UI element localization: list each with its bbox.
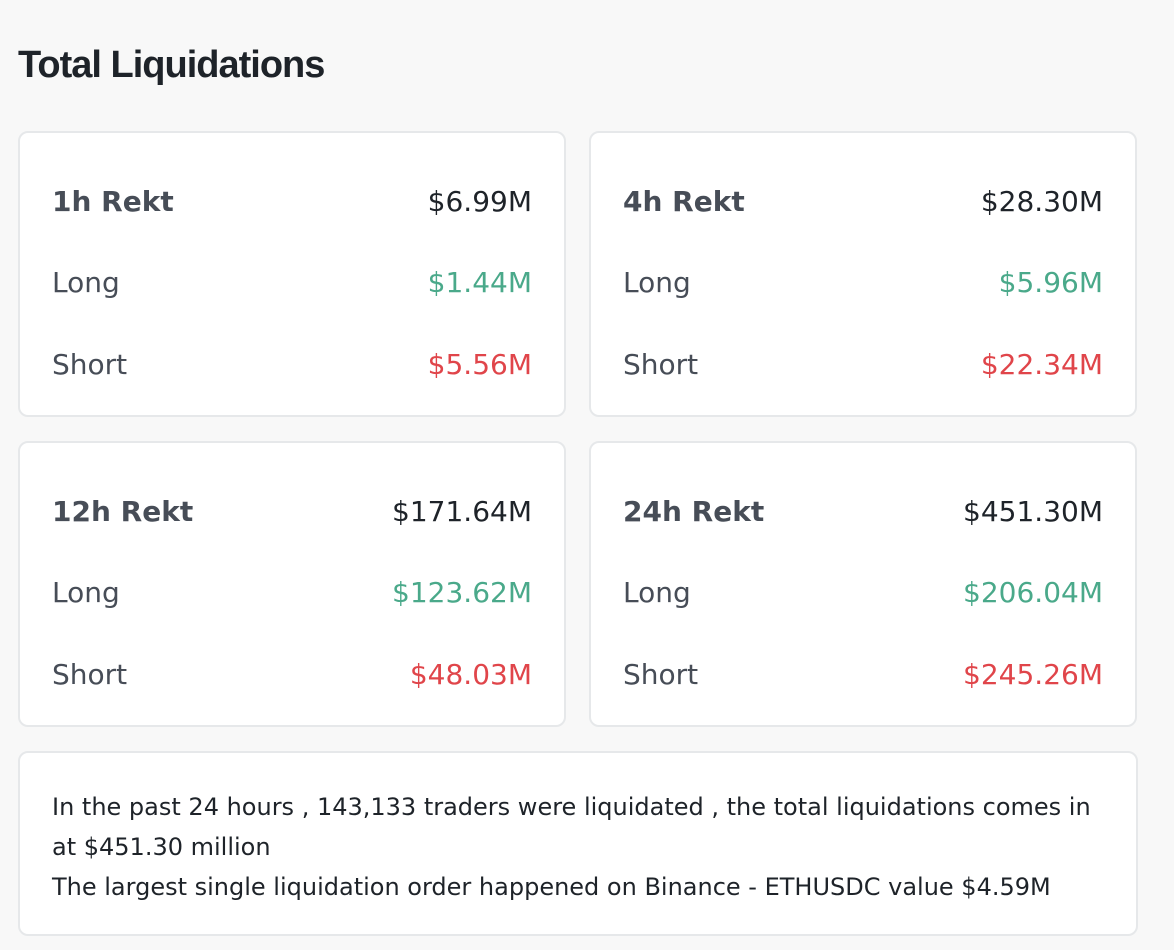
short-value: $5.56M xyxy=(427,347,532,381)
short-value: $245.26M xyxy=(963,657,1103,691)
card-header-row: 1h Rekt $6.99M xyxy=(52,181,532,221)
long-value: $5.96M xyxy=(998,265,1103,299)
short-label: Short xyxy=(623,347,699,381)
liquidation-summary-panel: In the past 24 hours , 143,133 traders w… xyxy=(18,751,1138,936)
card-title: 1h Rekt xyxy=(52,184,174,218)
card-total-value: $28.30M xyxy=(980,184,1103,218)
long-row: Long $123.62M xyxy=(52,572,532,612)
card-header-row: 24h Rekt $451.30M xyxy=(623,491,1103,531)
page-title: Total Liquidations xyxy=(18,44,325,86)
card-title: 24h Rekt xyxy=(623,494,765,528)
short-value: $48.03M xyxy=(409,657,532,691)
long-value: $123.62M xyxy=(392,575,532,609)
short-row: Short $22.34M xyxy=(623,344,1103,384)
summary-text-line: In the past 24 hours , 143,133 traders w… xyxy=(52,793,1091,861)
short-label: Short xyxy=(623,657,699,691)
long-label: Long xyxy=(52,575,120,609)
short-row: Short $48.03M xyxy=(52,654,532,694)
liquidation-card-12h: 12h Rekt $171.64M Long $123.62M Short $4… xyxy=(18,441,566,727)
liquidation-card-1h: 1h Rekt $6.99M Long $1.44M Short $5.56M xyxy=(18,131,566,417)
short-row: Short $245.26M xyxy=(623,654,1103,694)
long-label: Long xyxy=(52,265,120,299)
liquidation-card-4h: 4h Rekt $28.30M Long $5.96M Short $22.34… xyxy=(589,131,1137,417)
card-header-row: 4h Rekt $28.30M xyxy=(623,181,1103,221)
summary-text-line: The largest single liquidation order hap… xyxy=(52,873,1051,901)
long-label: Long xyxy=(623,575,691,609)
short-label: Short xyxy=(52,657,128,691)
card-total-value: $451.30M xyxy=(963,494,1103,528)
long-row: Long $206.04M xyxy=(623,572,1103,612)
long-value: $206.04M xyxy=(963,575,1103,609)
card-title: 12h Rekt xyxy=(52,494,194,528)
long-value: $1.44M xyxy=(427,265,532,299)
liquidation-card-24h: 24h Rekt $451.30M Long $206.04M Short $2… xyxy=(589,441,1137,727)
card-title: 4h Rekt xyxy=(623,184,745,218)
short-row: Short $5.56M xyxy=(52,344,532,384)
short-label: Short xyxy=(52,347,128,381)
card-total-value: $6.99M xyxy=(427,184,532,218)
card-total-value: $171.64M xyxy=(392,494,532,528)
long-row: Long $5.96M xyxy=(623,262,1103,302)
long-label: Long xyxy=(623,265,691,299)
short-value: $22.34M xyxy=(980,347,1103,381)
long-row: Long $1.44M xyxy=(52,262,532,302)
card-header-row: 12h Rekt $171.64M xyxy=(52,491,532,531)
